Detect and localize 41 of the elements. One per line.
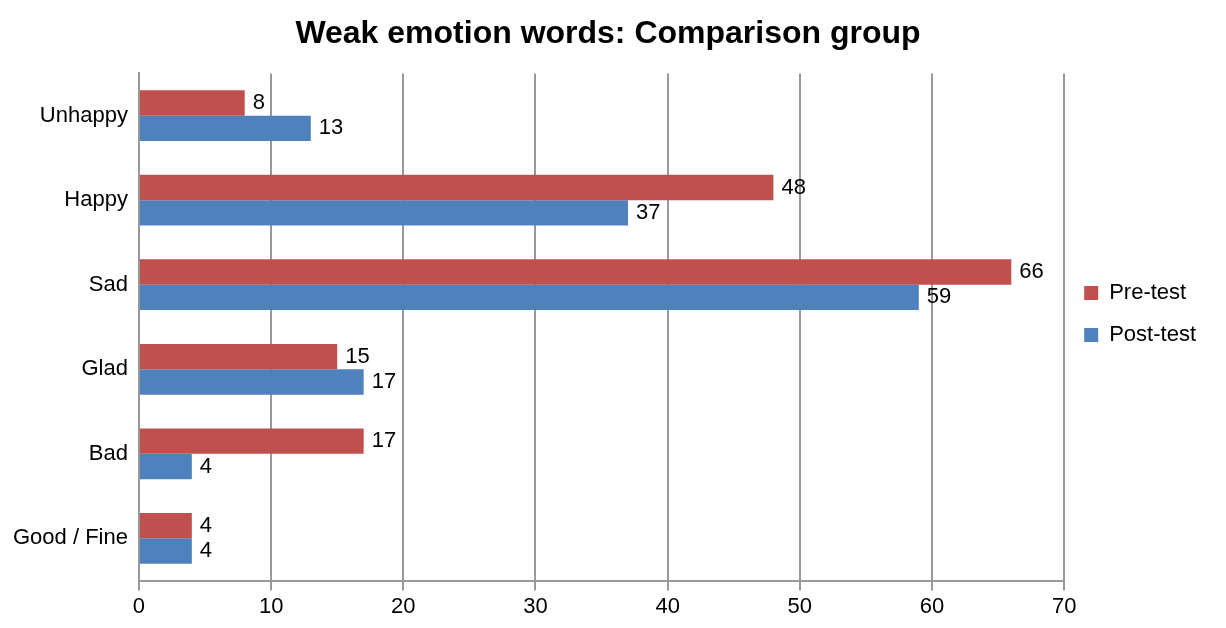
x-tick-label: 50: [787, 592, 813, 618]
data-label: 15: [345, 342, 370, 368]
bar: [139, 369, 364, 395]
x-tick-label: 60: [919, 592, 945, 618]
bar: [139, 284, 919, 311]
data-label: 4: [199, 511, 213, 537]
bar: [139, 115, 311, 142]
data-label: 17: [371, 427, 397, 453]
x-tick-label: 40: [655, 592, 680, 618]
data-label: 13: [318, 114, 344, 140]
x-tick-label: 0: [132, 592, 146, 618]
x-tick-label: 70: [1051, 592, 1077, 618]
bar: [139, 259, 1012, 285]
y-tick-label: Glad: [81, 355, 128, 381]
bar: [139, 512, 192, 539]
bar: [139, 538, 192, 564]
data-label: 66: [1019, 258, 1044, 284]
legend-label: Pre-test: [1109, 279, 1187, 305]
bar: [139, 453, 192, 480]
data-label: 17: [371, 368, 397, 394]
bar: [139, 343, 338, 370]
data-label: 8: [252, 89, 265, 115]
bar: [139, 200, 629, 226]
y-tick-label: Sad: [88, 270, 128, 296]
y-tick-label: Good / Fine: [13, 524, 128, 550]
data-label: 4: [199, 537, 213, 563]
x-tick-label: 10: [258, 592, 284, 618]
data-label: 4: [199, 452, 213, 478]
bar: [139, 174, 774, 201]
chart-title: Weak emotion words: Comparison group: [295, 14, 921, 51]
y-tick-label: Unhappy: [39, 101, 128, 127]
data-label: 59: [926, 283, 952, 309]
legend-label: Post-test: [1109, 321, 1196, 347]
y-tick-label: Happy: [64, 186, 128, 212]
y-tick-label: Bad: [88, 439, 128, 465]
bar: [139, 90, 245, 116]
x-tick-label: 20: [391, 592, 416, 618]
data-label: 37: [636, 198, 661, 224]
data-label: 48: [781, 173, 806, 199]
x-tick-label: 30: [523, 592, 548, 618]
bar: [139, 428, 364, 454]
